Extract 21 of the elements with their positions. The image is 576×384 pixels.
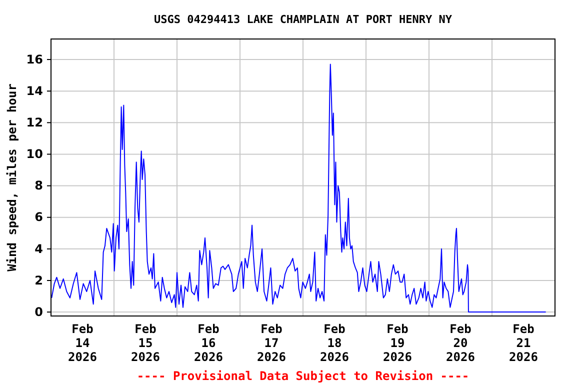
y-tick-label: 2 [34,273,43,288]
y-axis-title: Wind speed, miles per hour [5,84,19,272]
x-tick-label: Feb 20 2026 [446,322,475,364]
x-tick-label: Feb 15 2026 [131,322,160,364]
x-tick-label: Feb 14 2026 [68,322,97,364]
y-tick-label: 6 [34,210,43,224]
x-tick-label: Feb 21 2026 [509,322,538,364]
line-series [51,64,546,313]
x-tick-label: Feb 16 2026 [194,322,223,364]
y-tick-label: 12 [26,115,43,130]
y-tick-label: 10 [26,147,43,162]
y-tick-label: 8 [34,178,43,193]
x-tick-label: Feb 18 2026 [320,322,349,364]
chart-title: USGS 04294413 LAKE CHAMPLAIN AT PORT HENRY NY [154,13,452,26]
x-tick-label: Feb 19 2026 [383,322,412,364]
x-tick-label: Feb 17 2026 [257,322,286,364]
text: ---- Provisional Data Subject to Revision ---- [136,369,470,383]
y-tick-label: 0 [34,304,43,319]
y-tick-label: 14 [26,84,43,98]
y-tick-label: 16 [26,52,43,66]
y-tick-label: 4 [34,242,43,256]
